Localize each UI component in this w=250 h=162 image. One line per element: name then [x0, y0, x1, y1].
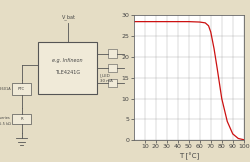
Bar [12, 114, 31, 124]
Text: V_bat: V_bat [62, 15, 76, 20]
Text: e.g. Infineon: e.g. Infineon [52, 58, 83, 63]
Text: PTC B59601A: PTC B59601A [0, 87, 11, 91]
Text: 15.5 kΩ: 15.5 kΩ [0, 122, 11, 126]
Bar [108, 79, 118, 87]
Text: TLE4241G: TLE4241G [55, 70, 80, 75]
Bar [108, 49, 118, 58]
Text: I_LED: I_LED [100, 74, 111, 78]
X-axis label: T [°C]: T [°C] [178, 152, 199, 160]
Text: PTC: PTC [18, 87, 25, 91]
Bar [12, 83, 31, 95]
Text: 30 mA: 30 mA [100, 79, 113, 83]
Text: R_series: R_series [0, 115, 11, 119]
Bar [38, 42, 97, 94]
Bar [108, 64, 118, 72]
Text: R: R [20, 117, 23, 121]
